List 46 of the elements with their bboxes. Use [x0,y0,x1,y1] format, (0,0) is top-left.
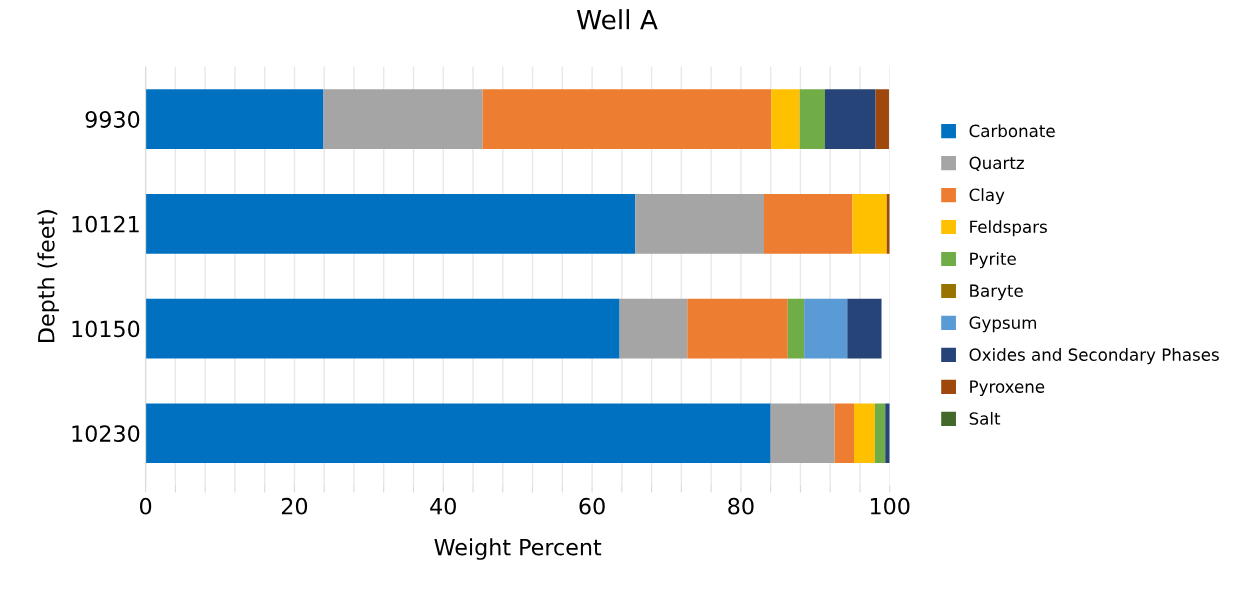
bar [687,298,788,359]
bar [885,403,890,464]
legend-label: Feldspars [970,220,1047,237]
legend-label: Clay [969,188,1005,205]
bar [323,89,483,149]
x-tick-label: 20 [281,497,308,515]
legend-label: Baryte [970,284,1023,301]
y-tick-label: 9930 [85,111,140,128]
x-tick-label: 0 [140,497,152,515]
x-tick-label: 60 [579,497,605,515]
legend-label: Salt [969,411,1001,425]
legend-label: Gypsum [969,316,1037,333]
x-tick-label: 40 [430,497,456,515]
y-tick-label: 10230 [72,425,140,442]
y-axis-title: Depth (feet) [37,210,59,342]
chart-title: Well A [576,9,658,30]
bar [824,89,876,149]
bar [875,89,889,149]
bar [145,193,636,254]
bar [834,403,854,464]
bar [145,298,620,359]
bar [799,89,825,149]
bar [874,403,886,464]
bar [145,89,324,149]
legend-label: Carbonate [969,124,1055,138]
bar [854,403,875,464]
bar [635,193,764,254]
x-tick-label: 100 [870,497,910,515]
legend-label: Pyrite [970,252,1016,269]
bar [804,298,848,359]
legend-label: Pyroxene [970,380,1045,397]
y-tick-label: 10150 [72,320,140,338]
x-tick-label: 80 [728,497,754,515]
bar [787,298,805,359]
bar [482,89,772,149]
bar [847,298,882,359]
x-axis-title: Weight Percent [434,538,602,560]
legend-label: Oxides and Secondary Phases [969,348,1219,365]
bar [852,193,887,254]
bar [771,89,800,149]
bar [763,193,853,254]
bar [770,403,835,464]
bar [145,403,771,464]
bar [619,298,688,359]
legend-label: Quartz [969,156,1024,172]
y-tick-label: 10121 [72,215,139,233]
